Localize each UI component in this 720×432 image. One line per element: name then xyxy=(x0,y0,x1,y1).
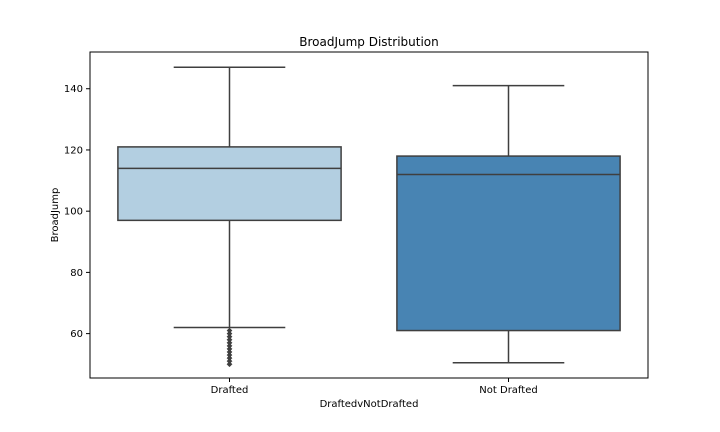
y-tick-label: 100 xyxy=(64,207,83,218)
y-tick-label: 80 xyxy=(70,268,83,279)
box-group-not-drafted xyxy=(396,84,621,364)
y-axis-label: BroadJump xyxy=(50,188,61,243)
y-axis: 60 80 100 120 140 xyxy=(64,84,90,340)
y-tick-label: 140 xyxy=(64,84,83,95)
box-drafted xyxy=(117,146,342,222)
x-axis-label: DraftedvNotDrafted xyxy=(320,399,419,410)
x-axis: Drafted Not Drafted xyxy=(211,378,538,396)
box-group-drafted xyxy=(117,66,342,368)
chart-title: BroadJump Distribution xyxy=(299,35,439,49)
x-tick-label: Not Drafted xyxy=(479,385,537,396)
y-tick-label: 120 xyxy=(64,145,83,156)
outlier-point xyxy=(226,327,233,334)
y-tick-label: 60 xyxy=(70,329,83,340)
box-not-drafted xyxy=(396,155,621,332)
plot-area xyxy=(117,66,621,368)
x-tick-label: Drafted xyxy=(211,385,249,396)
plot-frame xyxy=(89,51,649,379)
